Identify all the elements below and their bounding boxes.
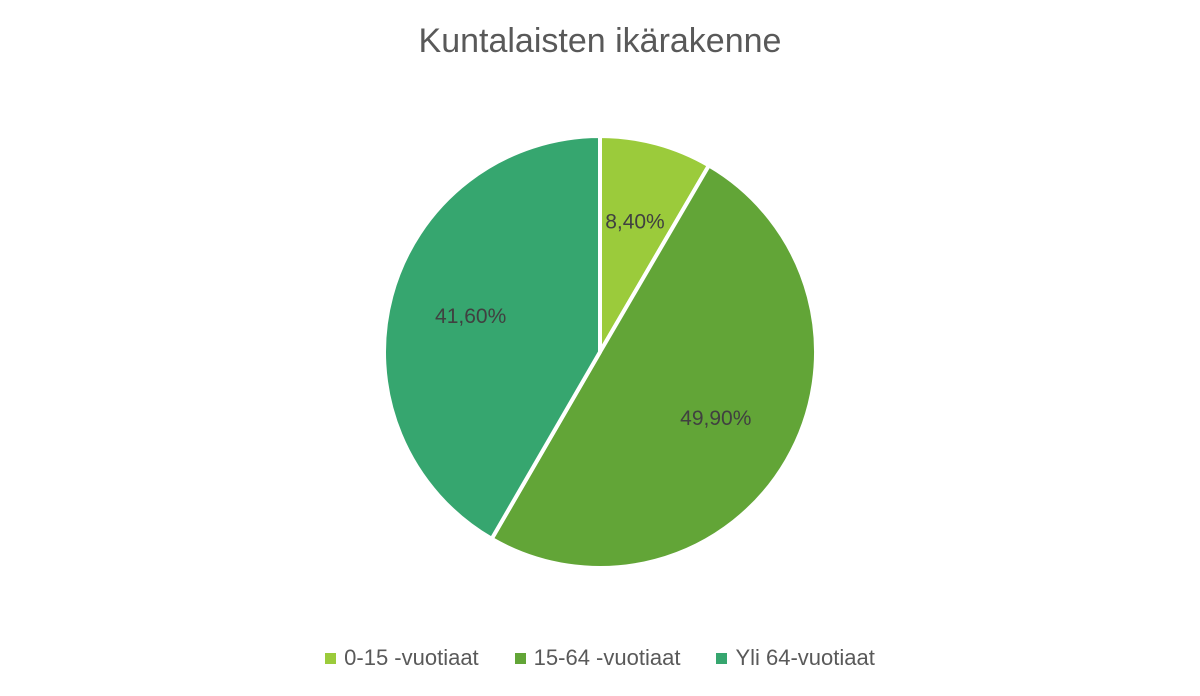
chart-legend: 0-15 -vuotiaat 15-64 -vuotiaat Yli 64-vuot… (0, 645, 1200, 671)
pie-slice (489, 163, 818, 570)
pie-slice (382, 134, 602, 541)
legend-label: 15-64 -vuotiaat (533, 645, 681, 670)
data-label: 8,40% (605, 210, 665, 233)
legend-swatch (716, 652, 728, 664)
legend-item: 15-64 -vuotiaat (514, 645, 681, 671)
legend-label: 0-15 -vuotiaat (344, 645, 479, 670)
pie-slice (598, 134, 711, 354)
legend-swatch (514, 652, 526, 664)
legend-item: 0-15 -vuotiaat (325, 645, 479, 671)
data-label: 41,60% (435, 305, 506, 328)
legend-swatch (325, 652, 337, 664)
legend-item: Yli 64-vuotiaat (716, 645, 875, 671)
chart-title: Kuntalaisten ikärakenne (418, 22, 782, 60)
legend-label: Yli 64-vuotiaat (735, 645, 875, 670)
data-label: 49,90% (680, 407, 751, 430)
